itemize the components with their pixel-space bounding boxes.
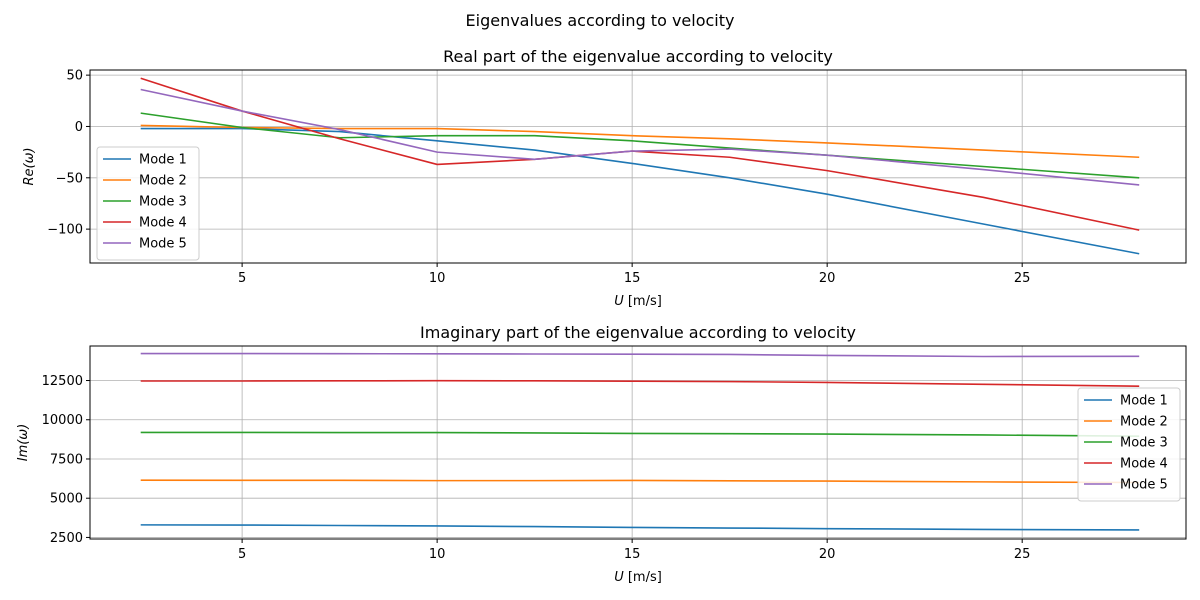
series-line-mode-2: [140, 479, 1140, 484]
figure-title: Eigenvalues according to velocity: [466, 11, 735, 30]
x-tick-label: 5: [238, 547, 246, 562]
y-tick-label: 12500: [42, 374, 83, 389]
imag-series-group: [140, 352, 1140, 531]
legend-label: Mode 4: [1120, 457, 1168, 472]
y-tick-label: 2500: [50, 531, 83, 546]
x-tick-label: 20: [819, 271, 836, 286]
real-legend: Mode 1 Mode 2 Mode 3 Mode 4 Mode 5: [96, 146, 200, 261]
y-tick-label: 0: [75, 120, 83, 135]
x-tick-label: 10: [429, 547, 446, 562]
imag-x-axis-label: U [m/s]: [614, 570, 662, 585]
imaginary-part-subplot: Imaginary part of the eigenvalue accordi…: [16, 323, 1187, 585]
y-tick-label: −50: [56, 171, 83, 186]
legend-label: Mode 5: [139, 237, 187, 252]
real-y-axis-label: Re(ω): [22, 147, 37, 185]
imag-legend: Mode 1 Mode 2 Mode 3 Mode 4 Mode 5: [1077, 387, 1181, 502]
series-line-mode-1: [140, 524, 1140, 531]
series-line-mode-3: [140, 112, 1140, 179]
real-subplot-title: Real part of the eigenvalue according to…: [443, 47, 833, 66]
x-tick-label: 5: [238, 271, 246, 286]
imag-y-axis-label: Im(ω): [16, 424, 31, 462]
series-line-mode-3: [140, 431, 1140, 438]
series-line-mode-5: [140, 88, 1140, 186]
y-tick-label: −100: [47, 223, 83, 238]
real-series-group: [140, 77, 1140, 255]
x-tick-label: 25: [1014, 547, 1031, 562]
y-tick-label: 10000: [42, 413, 83, 428]
y-tick-label: 50: [66, 69, 83, 84]
legend-box: [1077, 387, 1181, 502]
x-tick-label: 15: [624, 547, 641, 562]
real-x-axis-label: U [m/s]: [614, 294, 662, 309]
legend-label: Mode 3: [1120, 436, 1168, 451]
legend-label: Mode 1: [139, 153, 187, 168]
series-line-mode-4: [140, 77, 1140, 231]
y-tick-label: 5000: [50, 492, 83, 507]
legend-label: Mode 1: [1120, 394, 1168, 409]
x-tick-label: 20: [819, 547, 836, 562]
legend-label: Mode 4: [139, 216, 187, 231]
x-tick-label: 15: [624, 271, 641, 286]
series-line-mode-1: [140, 127, 1140, 255]
legend-label: Mode 2: [1120, 415, 1168, 430]
legend-label: Mode 2: [139, 174, 187, 189]
x-tick-label: 10: [429, 271, 446, 286]
real-part-subplot: Real part of the eigenvalue according to…: [22, 47, 1187, 309]
real-axes-frame: [89, 69, 1187, 264]
y-tick-label: 7500: [50, 452, 83, 467]
legend-label: Mode 5: [1120, 478, 1168, 493]
imag-grid: [90, 346, 1186, 539]
series-line-mode-4: [140, 379, 1140, 387]
imag-subplot-title: Imaginary part of the eigenvalue accordi…: [420, 323, 856, 342]
imag-axes-frame: [89, 345, 1187, 540]
legend-label: Mode 3: [139, 195, 187, 210]
real-grid: [90, 70, 1186, 263]
series-line-mode-5: [140, 352, 1140, 358]
series-line-mode-2: [140, 124, 1140, 159]
legend-box: [96, 146, 200, 261]
x-tick-label: 25: [1014, 271, 1031, 286]
